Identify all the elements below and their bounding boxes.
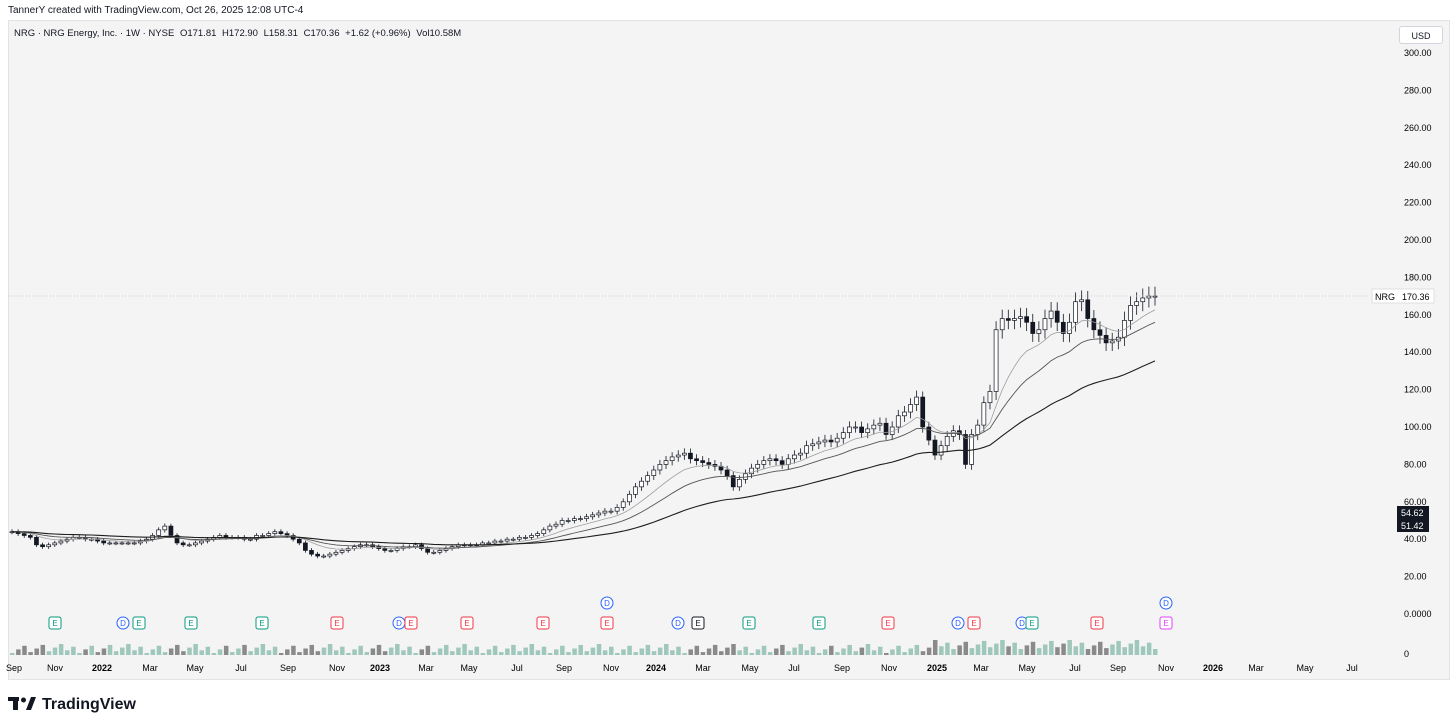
tradingview-brand-text: TradingView (42, 696, 136, 713)
chart-panel (8, 20, 1450, 680)
symbol-title: NRG · NRG Energy, Inc. · 1W · NYSE (14, 28, 175, 39)
tradingview-logo-icon (8, 695, 36, 716)
footer-brand: TradingView (8, 690, 136, 720)
legend-open: O171.81 (179, 28, 217, 39)
currency-button[interactable]: USD (1399, 26, 1443, 44)
legend-low: L158.31 (263, 28, 298, 39)
symbol-legend: NRG · NRG Energy, Inc. · 1W · NYSE O171.… (14, 28, 464, 39)
legend-volume: Vol10.58M (416, 28, 462, 39)
legend-change: +1.62 (+0.96%) (345, 28, 411, 39)
attribution-text: TannerY created with TradingView.com, Oc… (8, 5, 304, 16)
legend-close: C170.36 (303, 28, 340, 39)
legend-high: H172.90 (222, 28, 258, 39)
